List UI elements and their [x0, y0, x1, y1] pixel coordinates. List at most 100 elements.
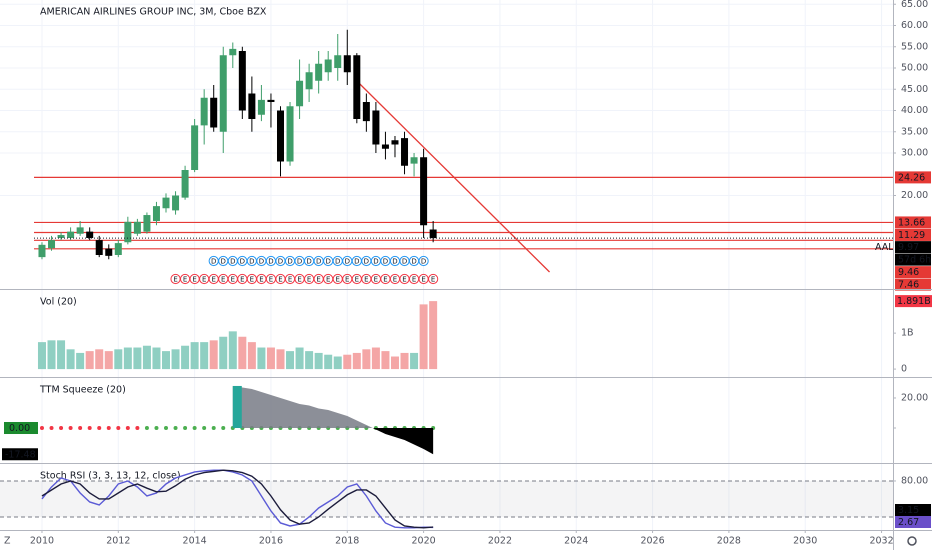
- dividends-marker-label: D: [211, 258, 216, 266]
- candle-body: [114, 243, 122, 255]
- volume-bar: [295, 347, 304, 370]
- squeeze-dot: [97, 426, 102, 431]
- level-label-bg: [895, 216, 931, 229]
- candle-body: [162, 197, 170, 209]
- earnings-marker-label: E: [355, 276, 359, 284]
- volume-bar: [324, 354, 333, 370]
- x-tick-label: 2010: [30, 536, 54, 547]
- candle-body: [410, 157, 418, 164]
- level-label: 24.26: [898, 172, 925, 183]
- earnings-marker-label: E: [192, 276, 196, 284]
- stoch-last: 3.15: [898, 505, 919, 516]
- y-tick-label: 55.00: [901, 41, 928, 52]
- y-tick-label: 0: [901, 364, 907, 375]
- dividends-marker-label: D: [326, 258, 331, 266]
- squeeze-dot: [106, 426, 111, 431]
- y-tick-label: 20.00: [901, 392, 928, 403]
- momentum-last-bg: [2, 448, 38, 461]
- timezone-button[interactable]: Z: [4, 536, 11, 547]
- earnings-marker-label: E: [278, 276, 282, 284]
- volume-bar: [133, 347, 142, 370]
- level-label: 13.66: [898, 217, 925, 228]
- symbol-label: AAL: [875, 242, 894, 253]
- earnings-marker-label: E: [231, 276, 235, 284]
- earnings-marker-label: E: [211, 276, 215, 284]
- volume-bar: [66, 349, 75, 370]
- volume-bar: [238, 336, 247, 370]
- stoch-line: [41, 469, 434, 529]
- candle-body: [238, 51, 246, 111]
- volume-bar: [400, 352, 409, 370]
- x-tick-label: 2030: [793, 536, 817, 547]
- earnings-marker-label: E: [345, 276, 349, 284]
- earnings-marker-label: E: [402, 276, 406, 284]
- dividends-marker-label: D: [421, 258, 426, 266]
- squeeze-dot: [211, 426, 216, 431]
- earnings-marker-label: E: [326, 276, 330, 284]
- dividends-marker: [418, 255, 429, 267]
- volume-bar: [333, 356, 342, 370]
- level-label: 9.46: [898, 267, 919, 278]
- earnings-marker-label: E: [183, 276, 187, 284]
- countdown-bg: [895, 253, 931, 266]
- candle-body: [362, 102, 370, 122]
- dividends-marker-label: D: [364, 258, 369, 266]
- momentum-area-positive: [232, 385, 373, 428]
- x-tick-label: 2028: [717, 536, 741, 547]
- x-tick-label: 2014: [183, 536, 207, 547]
- stoch-line: [41, 469, 434, 529]
- squeeze-dot: [183, 426, 188, 431]
- dividends-marker-label: D: [402, 258, 407, 266]
- volume-bar: [390, 356, 399, 370]
- volume-bar: [228, 331, 237, 370]
- dividends-marker-label: D: [278, 258, 283, 266]
- volume-bar: [219, 336, 228, 370]
- dividends-marker-label: D: [345, 258, 350, 266]
- squeeze-dot: [135, 426, 140, 431]
- candle-body: [315, 63, 323, 81]
- dividends-marker-label: D: [221, 258, 226, 266]
- candle-body: [48, 240, 56, 249]
- earnings-marker-label: E: [431, 276, 435, 284]
- squeeze-dot: [78, 426, 83, 431]
- candle-body: [210, 97, 218, 128]
- volume-bar: [123, 347, 132, 370]
- earnings-marker-label: E: [364, 276, 368, 284]
- level-label-bg: [895, 228, 931, 241]
- candle-body: [67, 231, 75, 238]
- candle-body: [172, 195, 180, 211]
- x-tick-label: 2024: [564, 536, 588, 547]
- dividends-marker-label: D: [354, 258, 359, 266]
- candle-body: [324, 59, 332, 73]
- earnings-marker-label: E: [297, 276, 301, 284]
- volume-bar: [95, 349, 104, 370]
- earnings-marker-label: E: [316, 276, 320, 284]
- volume-bar: [305, 351, 314, 370]
- stoch-last: 2.67: [898, 517, 919, 528]
- volume-bar: [181, 345, 190, 370]
- dividends-marker-label: D: [383, 258, 388, 266]
- trendline: [358, 82, 550, 273]
- dividends-marker-label: D: [306, 258, 311, 266]
- x-tick-label: 2016: [259, 536, 283, 547]
- y-tick-label: 20.00: [901, 190, 928, 201]
- pane-title: AMERICAN AIRLINES GROUP INC, 3M, Cboe BZ…: [40, 7, 267, 18]
- volume-bar: [142, 345, 151, 370]
- candle-body: [305, 72, 313, 90]
- settings-button[interactable]: [907, 536, 917, 546]
- candle-body: [343, 55, 351, 73]
- earnings-marker-label: E: [288, 276, 292, 284]
- volume-bar: [286, 351, 295, 370]
- dividends-marker-label: D: [392, 258, 397, 266]
- squeeze-dot: [68, 426, 73, 431]
- volume-bar: [47, 340, 56, 370]
- volume-bar: [104, 351, 113, 370]
- volume-bar: [57, 340, 66, 370]
- x-tick-label: 2020: [412, 536, 436, 547]
- squeeze-dot: [87, 426, 92, 431]
- earnings-marker-label: E: [202, 276, 206, 284]
- volume-bar: [352, 352, 361, 370]
- squeeze-dot: [202, 426, 207, 431]
